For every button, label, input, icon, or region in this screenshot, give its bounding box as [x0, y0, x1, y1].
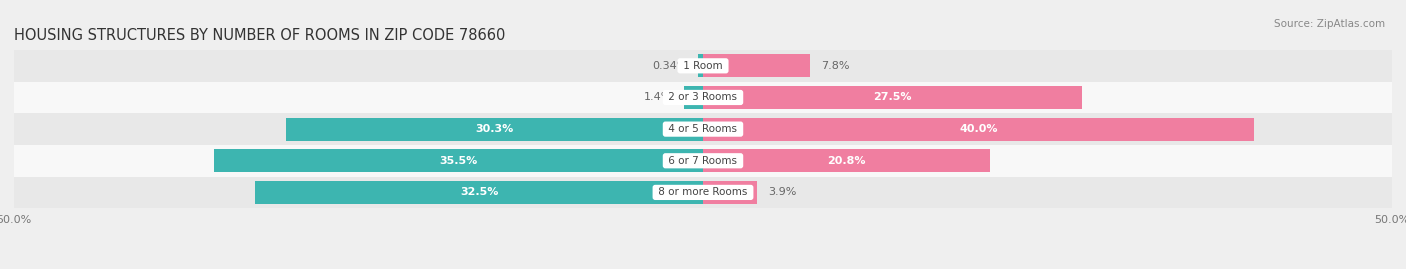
- Bar: [703, 149, 990, 172]
- Text: 8 or more Rooms: 8 or more Rooms: [655, 187, 751, 197]
- Bar: [14, 176, 1392, 208]
- Text: 27.5%: 27.5%: [873, 93, 911, 102]
- Text: 4 or 5 Rooms: 4 or 5 Rooms: [665, 124, 741, 134]
- Bar: [14, 50, 1392, 82]
- Text: 40.0%: 40.0%: [959, 124, 998, 134]
- Bar: [285, 118, 703, 140]
- Bar: [14, 113, 1392, 145]
- Bar: [703, 118, 1254, 140]
- Bar: [703, 54, 810, 77]
- Text: 1.4%: 1.4%: [644, 93, 672, 102]
- Bar: [14, 82, 1392, 113]
- Text: 30.3%: 30.3%: [475, 124, 513, 134]
- Text: HOUSING STRUCTURES BY NUMBER OF ROOMS IN ZIP CODE 78660: HOUSING STRUCTURES BY NUMBER OF ROOMS IN…: [14, 28, 505, 43]
- Text: 35.5%: 35.5%: [439, 156, 478, 166]
- Text: 32.5%: 32.5%: [460, 187, 498, 197]
- Text: 7.8%: 7.8%: [821, 61, 851, 71]
- Bar: [214, 149, 703, 172]
- Text: 2 or 3 Rooms: 2 or 3 Rooms: [665, 93, 741, 102]
- Text: 1 Room: 1 Room: [681, 61, 725, 71]
- Text: Source: ZipAtlas.com: Source: ZipAtlas.com: [1274, 19, 1385, 29]
- Text: 3.9%: 3.9%: [768, 187, 796, 197]
- Bar: [254, 181, 703, 204]
- Bar: [703, 181, 756, 204]
- Text: 20.8%: 20.8%: [827, 156, 866, 166]
- Bar: [699, 54, 703, 77]
- Bar: [683, 86, 703, 109]
- Text: 0.34%: 0.34%: [652, 61, 688, 71]
- Bar: [14, 145, 1392, 176]
- Text: 6 or 7 Rooms: 6 or 7 Rooms: [665, 156, 741, 166]
- Bar: [703, 86, 1083, 109]
